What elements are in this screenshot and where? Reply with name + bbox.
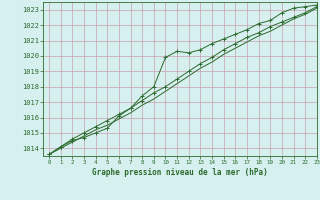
X-axis label: Graphe pression niveau de la mer (hPa): Graphe pression niveau de la mer (hPa): [92, 168, 268, 177]
